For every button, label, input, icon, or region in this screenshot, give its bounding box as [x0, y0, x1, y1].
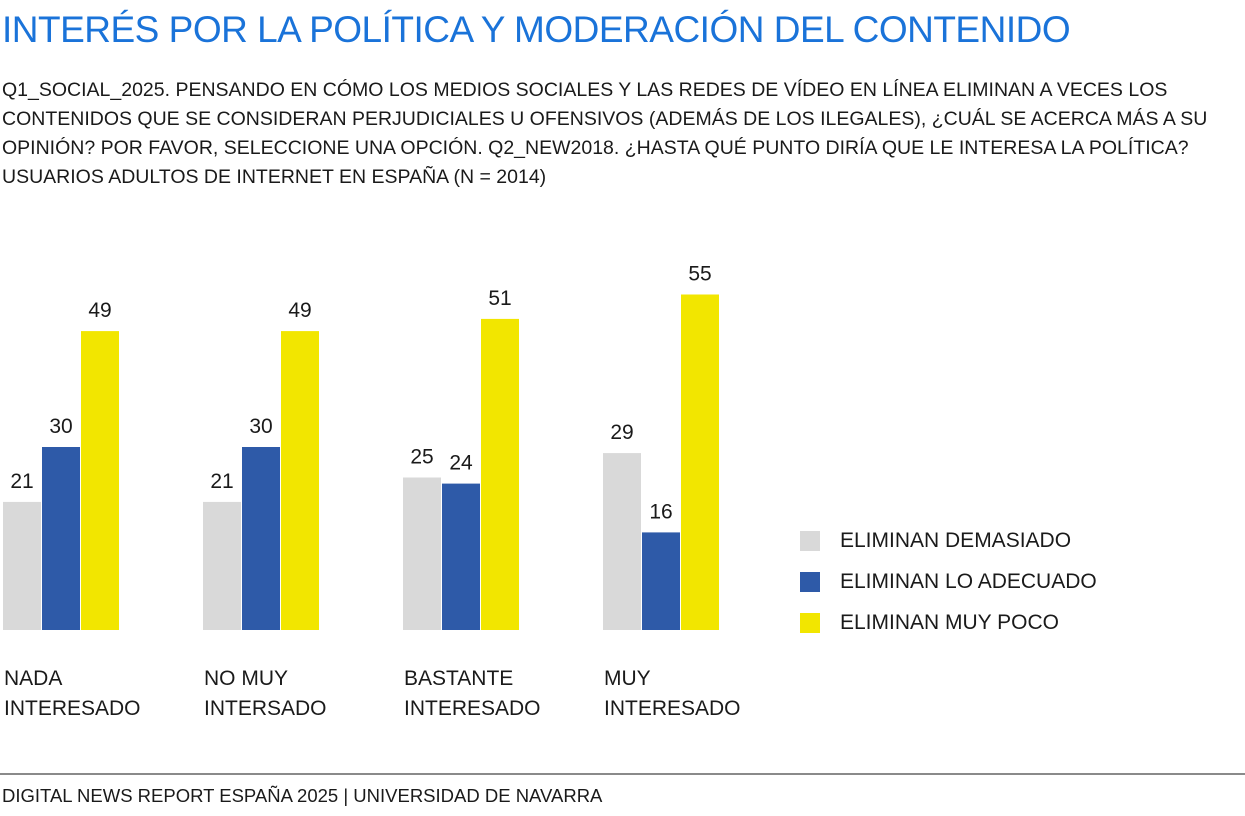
data-label-1-1: 21: [10, 470, 33, 493]
legend-label: ELIMINAN LO ADECUADO: [840, 569, 1097, 593]
category-label-line: MUY: [604, 667, 651, 690]
category-label-line: INTERESADO: [604, 697, 741, 720]
bar-1-3: [81, 331, 119, 630]
footer-divider: [0, 773, 1245, 775]
bar-3-2: [442, 483, 480, 630]
data-label-3-2: 24: [449, 452, 473, 475]
footer-source: DIGITAL NEWS REPORT ESPAÑA 2025 | UNIVER…: [2, 785, 603, 806]
bar-2-3: [281, 331, 319, 630]
data-label-2-1: 21: [210, 470, 233, 493]
bar-3-1: [403, 477, 441, 630]
data-label-1-3: 49: [88, 299, 111, 322]
bar-1-2: [42, 447, 80, 630]
bar-4-2: [642, 532, 680, 630]
data-label-1-2: 30: [49, 415, 72, 438]
data-label-4-3: 55: [688, 263, 711, 286]
data-label-2-3: 49: [288, 299, 311, 322]
category-label-line: INTERESADO: [4, 697, 141, 720]
data-label-4-2: 16: [649, 500, 672, 523]
legend-item-2: ELIMINAN LO ADECUADO: [800, 561, 1097, 602]
category-label-1: NADA INTERESADO: [4, 664, 184, 724]
bar-1-1: [3, 501, 41, 630]
legend-item-1: ELIMINAN DEMASIADO: [800, 520, 1097, 561]
bar-4-3: [681, 294, 719, 630]
data-label-2-2: 30: [249, 415, 272, 438]
category-label-line: INTERESADO: [404, 697, 541, 720]
bar-2-1: [203, 501, 241, 630]
legend-label: ELIMINAN MUY POCO: [840, 610, 1059, 634]
chart-title: INTERÉS POR LA POLÍTICA Y MODERACIÓN DEL…: [2, 9, 1071, 50]
legend: ELIMINAN DEMASIADO ELIMINAN LO ADECUADO EL…: [800, 520, 1097, 643]
category-label-line: INTERSADO: [204, 697, 327, 720]
chart-subtitle: Q1_SOCIAL_2025. PENSANDO EN CÓMO LOS MED…: [2, 79, 1208, 188]
legend-swatch: [800, 571, 820, 592]
legend-swatch: [800, 530, 820, 551]
bar-chart: 21 30 49 21 30 49 25 24 51 29 16 55: [3, 263, 719, 630]
category-label-4: MUY INTERESADO: [604, 664, 784, 724]
category-label-3: BASTANTE INTERESADO: [404, 664, 584, 724]
legend-item-3: ELIMINAN MUY POCO: [800, 602, 1097, 643]
bar-2-2: [242, 447, 280, 630]
bar-3-3: [481, 318, 519, 630]
legend-label: ELIMINAN DEMASIADO: [840, 528, 1072, 552]
data-label-4-1: 29: [610, 421, 633, 444]
category-label-line: NO MUY: [204, 667, 288, 690]
bar-4-1: [603, 453, 641, 630]
legend-swatch: [800, 612, 820, 633]
category-label-line: BASTANTE: [404, 667, 514, 690]
category-label-2: NO MUY INTERSADO: [204, 664, 384, 724]
data-label-3-3: 51: [488, 287, 511, 310]
category-label-line: NADA: [4, 667, 63, 690]
data-label-3-1: 25: [410, 446, 433, 469]
